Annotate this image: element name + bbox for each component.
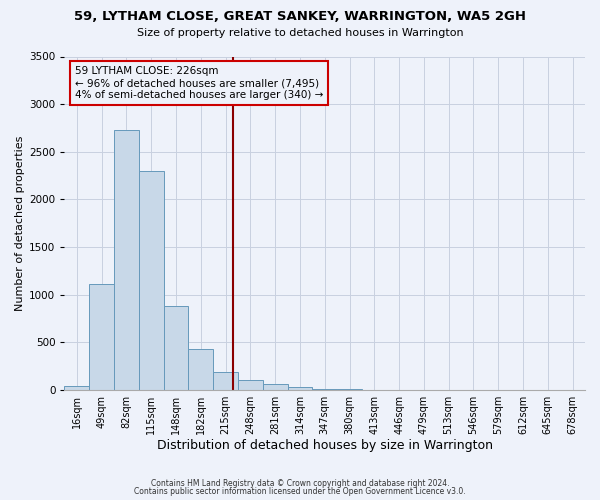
- Bar: [64, 386, 89, 390]
- Text: Contains HM Land Registry data © Crown copyright and database right 2024.: Contains HM Land Registry data © Crown c…: [151, 478, 449, 488]
- Text: Size of property relative to detached houses in Warrington: Size of property relative to detached ho…: [137, 28, 463, 38]
- Text: 59, LYTHAM CLOSE, GREAT SANKEY, WARRINGTON, WA5 2GH: 59, LYTHAM CLOSE, GREAT SANKEY, WARRINGT…: [74, 10, 526, 23]
- Bar: [89, 284, 114, 390]
- Text: Contains public sector information licensed under the Open Government Licence v3: Contains public sector information licen…: [134, 487, 466, 496]
- X-axis label: Distribution of detached houses by size in Warrington: Distribution of detached houses by size …: [157, 440, 493, 452]
- Y-axis label: Number of detached properties: Number of detached properties: [15, 136, 25, 311]
- Text: 59 LYTHAM CLOSE: 226sqm
← 96% of detached houses are smaller (7,495)
4% of semi-: 59 LYTHAM CLOSE: 226sqm ← 96% of detache…: [75, 66, 323, 100]
- Bar: [213, 372, 238, 390]
- Bar: [263, 384, 287, 390]
- Bar: [238, 380, 263, 390]
- Bar: [114, 130, 139, 390]
- Bar: [188, 349, 213, 390]
- Bar: [139, 170, 164, 390]
- Bar: [313, 389, 337, 390]
- Bar: [164, 306, 188, 390]
- Bar: [287, 387, 313, 390]
